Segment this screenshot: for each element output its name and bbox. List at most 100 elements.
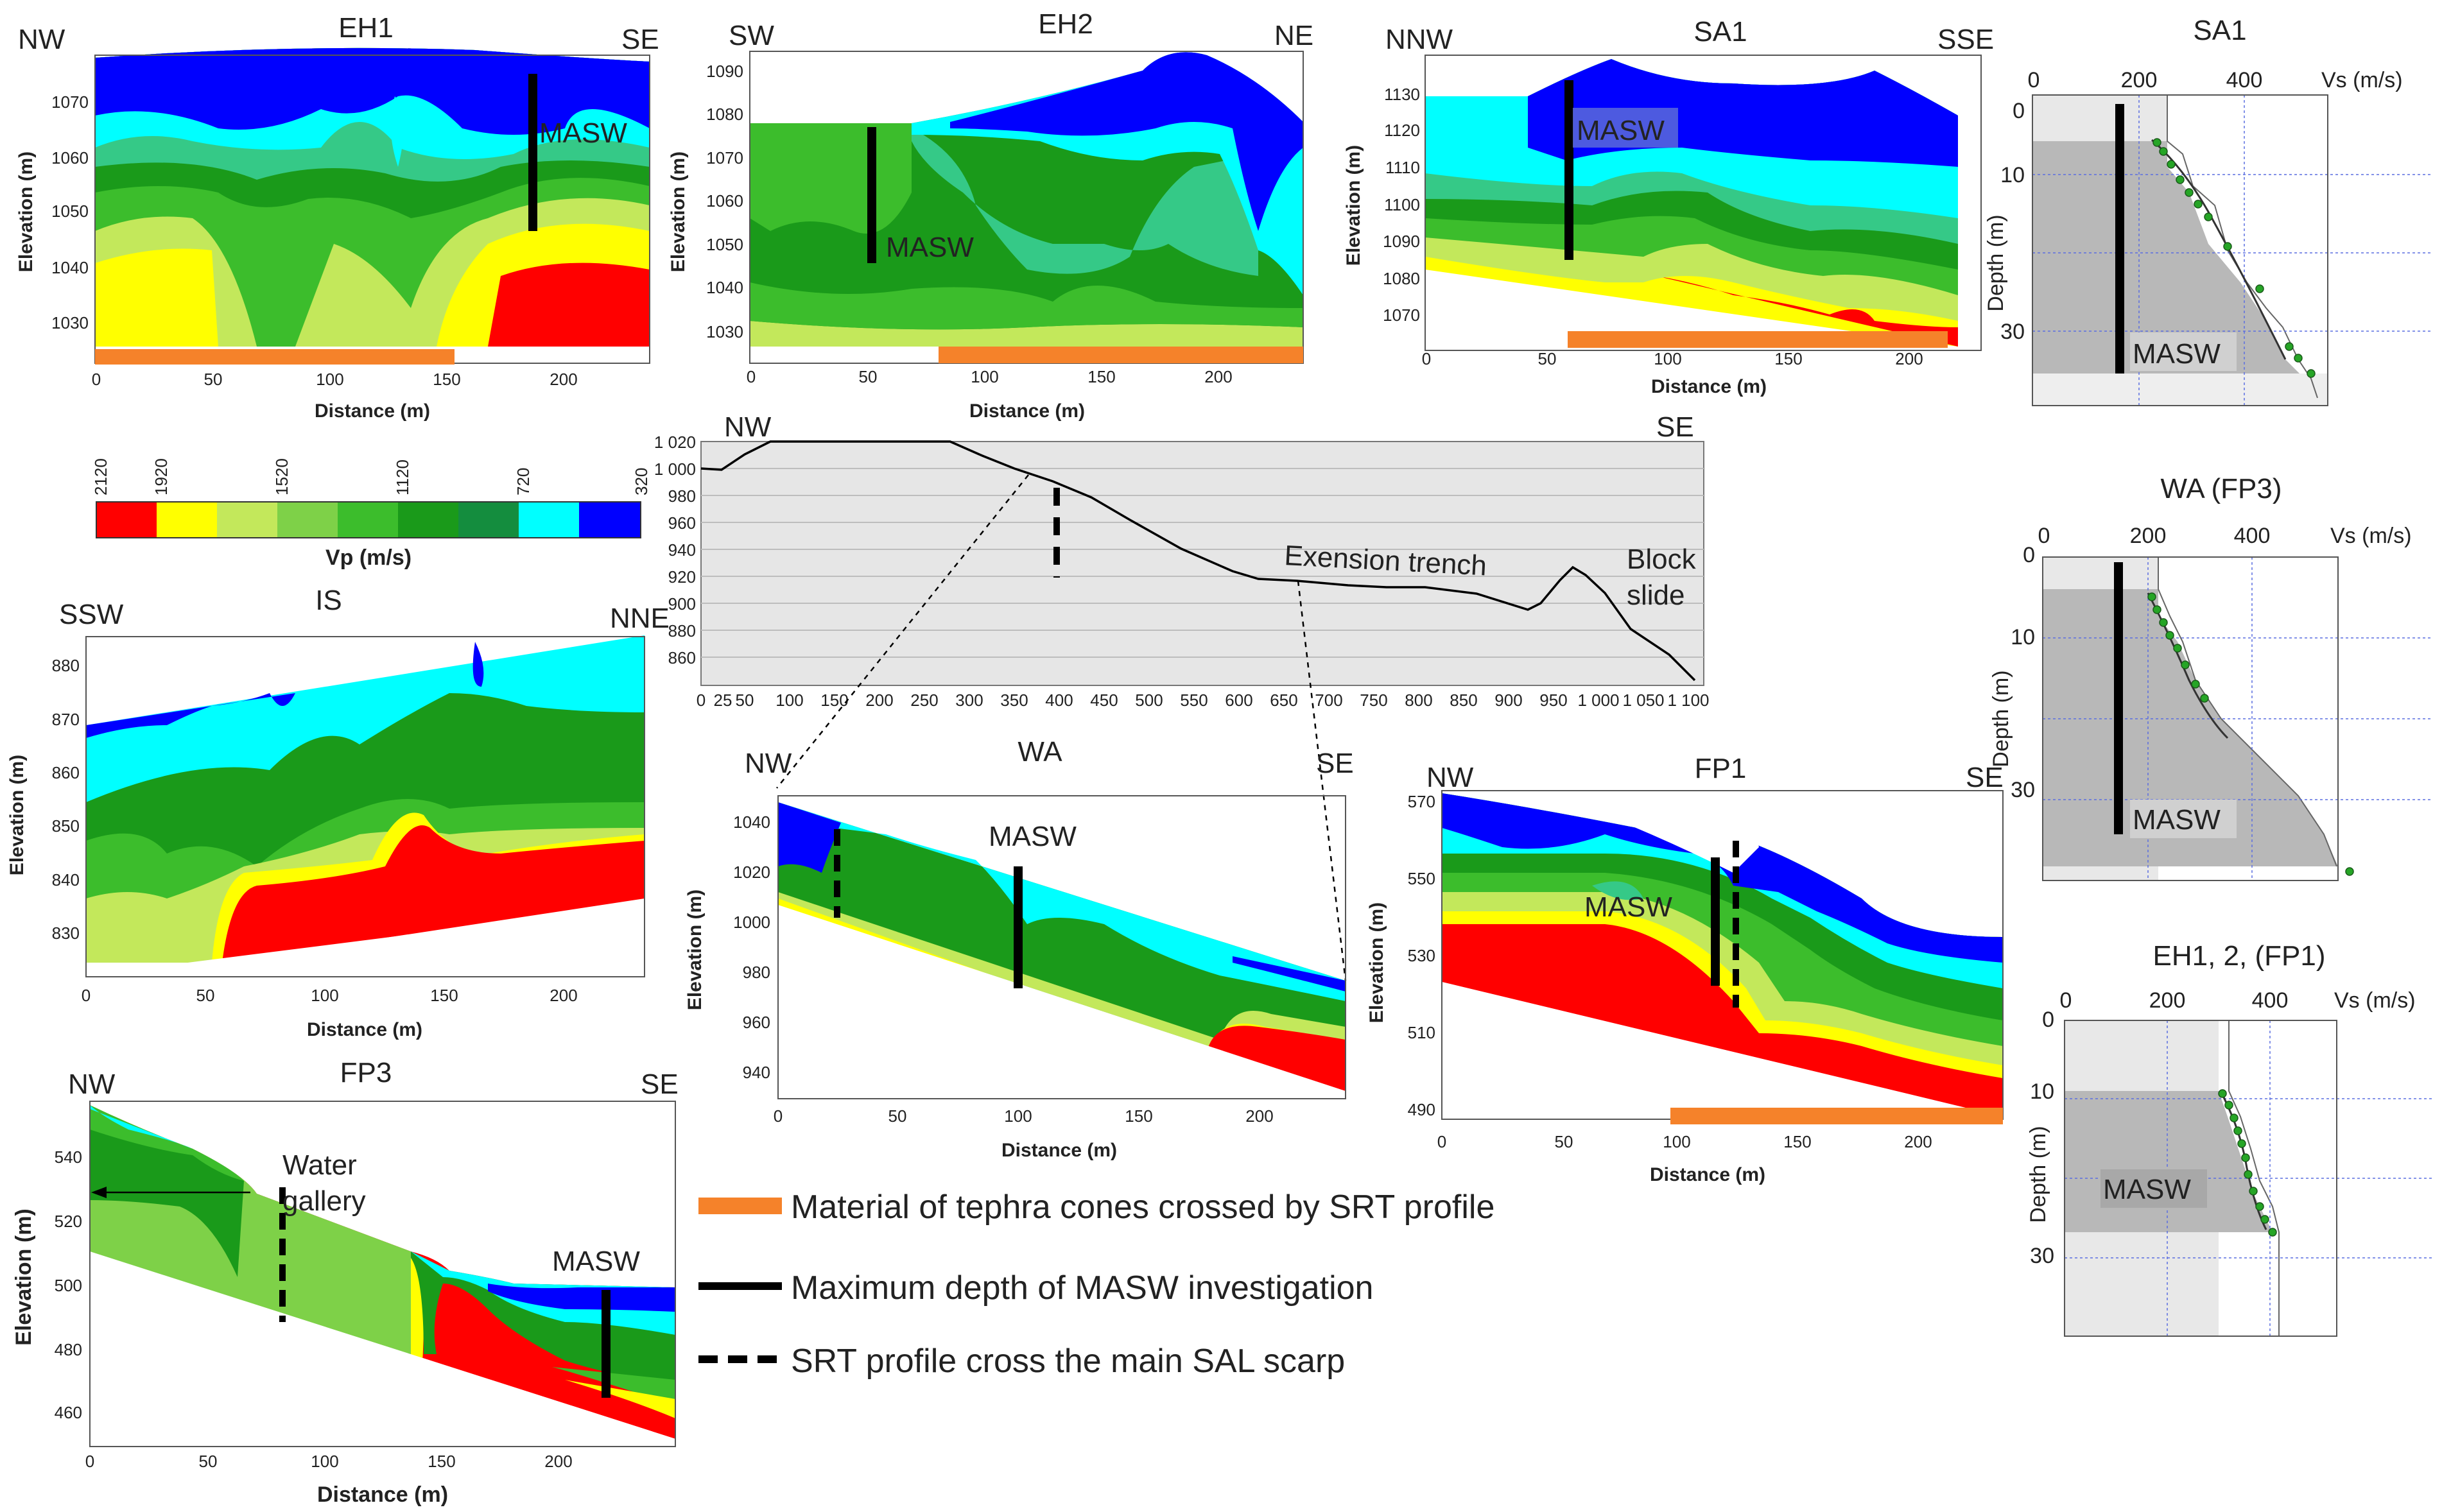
svg-text:150: 150: [1783, 1132, 1811, 1151]
svg-text:1050: 1050: [706, 235, 743, 254]
x-axis-label: Distance (m): [969, 400, 1085, 422]
svg-text:880: 880: [668, 621, 696, 640]
direction-left: NW: [68, 1069, 116, 1100]
svg-text:400: 400: [2234, 524, 2271, 548]
svg-text:530: 530: [1408, 946, 1435, 965]
vs-profile-wa: WA (FP3) MASW 0 200 400 Vs (m/s) 0 10 3: [1989, 473, 2433, 881]
block-slide-label-1: Block: [1627, 544, 1697, 575]
svg-text:860: 860: [52, 763, 80, 782]
direction-right: SSE: [1937, 24, 1994, 55]
svg-text:980: 980: [743, 963, 770, 982]
svg-text:1060: 1060: [51, 148, 89, 168]
svg-text:50: 50: [204, 370, 223, 389]
direction-right: SE: [621, 24, 659, 55]
y-axis-label: Elevation (m): [12, 1208, 36, 1345]
colorbar-swatch: [217, 502, 277, 538]
svg-text:0: 0: [697, 691, 706, 710]
svg-text:0: 0: [2013, 99, 2025, 123]
svg-text:200: 200: [1245, 1106, 1273, 1126]
x-ticks: 0 200 400: [2028, 68, 2263, 92]
svg-text:100: 100: [1663, 1132, 1690, 1151]
masw-label: MASW: [989, 821, 1077, 852]
svg-text:1030: 1030: [706, 322, 743, 341]
colorbar-swatch: [277, 502, 338, 538]
y-ticks: 0 10 30: [2000, 99, 2025, 344]
y-axis-label: Elevation (m): [6, 755, 28, 875]
svg-text:700: 700: [1315, 691, 1342, 710]
y-ticks: 1130 1120 1110 1100 1090 1080 1070: [1383, 85, 1420, 325]
svg-text:100: 100: [316, 370, 343, 389]
direction-right: SE: [1966, 762, 2004, 793]
svg-text:1120: 1120: [393, 460, 412, 495]
svg-text:1130: 1130: [1384, 85, 1420, 104]
direction-left: NW: [724, 411, 772, 443]
x-ticks: 0 50 100 150 200: [747, 367, 1233, 386]
water-gallery-label-2: gallery: [282, 1185, 366, 1217]
x-axis-label: Distance (m): [1651, 376, 1767, 397]
svg-text:200: 200: [2121, 68, 2158, 92]
vs-fit-curve: [2147, 592, 2229, 739]
svg-text:980: 980: [668, 486, 696, 506]
svg-text:1070: 1070: [51, 92, 89, 112]
x-axis-label: Distance (m): [315, 400, 430, 422]
y-ticks: 1 020 1 000 980 960 940 920 900 880 860: [654, 433, 696, 667]
svg-text:0: 0: [747, 367, 756, 386]
svg-text:150: 150: [1087, 367, 1115, 386]
water-gallery-arrowhead: [91, 1187, 107, 1198]
svg-text:100: 100: [971, 367, 998, 386]
direction-left: NW: [18, 24, 65, 55]
svg-text:50: 50: [199, 1452, 218, 1471]
direction-left: NW: [745, 748, 792, 779]
panel-fp3: FP3 NW SE MASW Water gallery 540 520 500…: [12, 1057, 679, 1507]
vs-gridlines: [2065, 1020, 2433, 1336]
y-ticks: 540 520 500 480 460: [55, 1147, 82, 1422]
colorbar-swatch: [157, 502, 217, 538]
svg-text:300: 300: [955, 691, 983, 710]
svg-text:900: 900: [668, 594, 696, 614]
y-ticks: 1040 1020 1000 980 960 940: [733, 812, 770, 1082]
x-ticks: 0 200 400: [2060, 988, 2289, 1013]
panel-wa: WA NW SE MASW 1040 1020 1000 980 960 940…: [684, 736, 1354, 1161]
x-axis-label: Vs (m/s): [2330, 524, 2412, 548]
svg-text:450: 450: [1090, 691, 1118, 710]
panel-fp1: FP1 NW SE MASW 570 550 530 510 490 0 50 …: [1366, 753, 2004, 1185]
svg-text:100: 100: [311, 986, 338, 1005]
svg-text:100: 100: [1654, 349, 1681, 368]
profile-gridlines: [701, 468, 1704, 658]
x-ticks: 0 50 100 150 200: [82, 986, 578, 1005]
svg-text:550: 550: [1180, 691, 1208, 710]
x-ticks: 0 50 100 150 200: [85, 1452, 573, 1471]
block-slide-label-2: slide: [1627, 580, 1685, 611]
svg-text:400: 400: [2252, 988, 2289, 1013]
y-axis-label: Elevation (m): [15, 151, 37, 272]
svg-text:200: 200: [2130, 524, 2167, 548]
x-axis-label: Distance (m): [1001, 1140, 1117, 1161]
y-ticks: 0 10 30: [2011, 543, 2035, 802]
svg-text:860: 860: [668, 648, 696, 667]
svg-text:150: 150: [1774, 349, 1802, 368]
topographic-profile-line: [700, 440, 1696, 682]
panel-title: SA1: [1693, 16, 1747, 47]
svg-text:840: 840: [52, 870, 80, 889]
svg-text:1080: 1080: [1383, 269, 1420, 288]
x-axis-label: Vs (m/s): [2321, 68, 2403, 92]
svg-text:150: 150: [428, 1452, 455, 1471]
svg-text:0: 0: [2038, 524, 2050, 548]
svg-text:50: 50: [736, 691, 754, 710]
y-ticks: 570 550 530 510 490: [1408, 792, 1435, 1119]
legend-tephra-swatch: [698, 1198, 782, 1214]
panel-title: WA: [1018, 736, 1062, 768]
svg-text:830: 830: [52, 924, 80, 943]
svg-text:150: 150: [430, 986, 458, 1005]
masw-label: MASW: [1584, 891, 1672, 923]
vs-data-points: [2147, 592, 2354, 876]
svg-text:200: 200: [1204, 367, 1232, 386]
panel-topographic-profile: NW SE 1 020 1 000 980 960 940 920 900 88…: [654, 411, 1710, 981]
svg-text:30: 30: [2030, 1244, 2054, 1268]
panel-title: IS: [315, 585, 342, 616]
svg-text:250: 250: [910, 691, 938, 710]
svg-text:0: 0: [2042, 1008, 2054, 1032]
direction-left: SW: [729, 20, 774, 51]
svg-text:950: 950: [1539, 691, 1567, 710]
